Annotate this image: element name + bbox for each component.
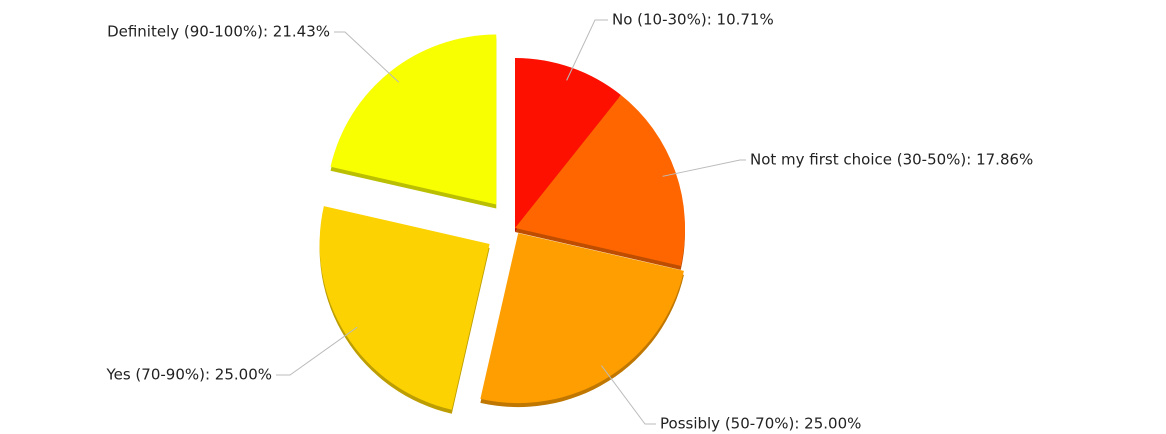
label-connector [662, 159, 746, 177]
slice [515, 95, 685, 266]
slice [319, 206, 490, 410]
slice-label: Not my first choice (30-50%): 17.86% [750, 151, 1033, 169]
slice [515, 58, 621, 228]
slice-label: Definitely (90-100%): 21.43% [107, 23, 330, 41]
label-connector [334, 31, 400, 83]
slice-label: No (10-30%): 10.71% [612, 11, 774, 29]
label-connector [566, 19, 608, 81]
slice [480, 233, 684, 404]
slice [330, 34, 497, 205]
slice-label: Yes (70-90%): 25.00% [105, 366, 272, 384]
label-connector [276, 326, 358, 376]
label-connector [601, 365, 656, 425]
slice-label: Possibly (50-70%): 25.00% [660, 415, 861, 433]
